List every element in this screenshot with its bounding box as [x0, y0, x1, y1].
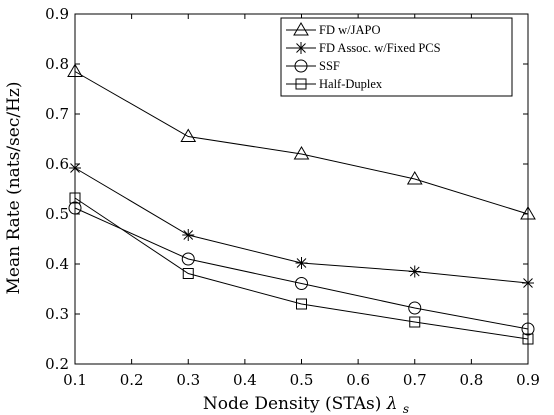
legend-label: Half-Duplex — [319, 77, 383, 91]
plot-area: 0.1 0.2 0.3 0.4 0.5 0.6 0.7 0.8 0.90.20.30.40.50… — [45, 5, 540, 389]
series-line — [74, 207, 529, 330]
x-axis-title-main: Node Density (STAs) — [203, 394, 387, 414]
data-point-triangle — [406, 171, 423, 185]
y-tick-label: 0.8 — [45, 55, 69, 73]
y-tick-label: 0.9 — [45, 5, 69, 23]
series-0 — [67, 63, 536, 220]
legend-item: FD w/JAPO — [286, 22, 380, 37]
data-point-triangle — [520, 206, 536, 220]
x-tick-label: 0.5 — [290, 371, 314, 389]
data-point-circle — [295, 277, 308, 290]
x-axis-title: Node Density (STAs) λ s — [203, 394, 409, 415]
legend-box — [280, 17, 513, 97]
y-tick-label: 0.4 — [45, 255, 69, 273]
data-point-circle — [294, 59, 308, 73]
data-point-circle — [181, 252, 195, 266]
x-tick-label: 0.4 — [233, 371, 257, 389]
y-tick-label: 0.6 — [45, 155, 69, 173]
series-line — [74, 197, 529, 340]
data-point-asterisk — [408, 265, 421, 278]
data-point-square — [69, 192, 81, 204]
y-tick-label: 0.3 — [45, 305, 69, 323]
legend-item: Half-Duplex — [286, 77, 383, 91]
x-axis-title-symbol: λ — [386, 394, 398, 414]
legend: FD w/JAPO FD Assoc. w/Fixed PCS SSF Half-Du… — [280, 17, 513, 97]
data-point-circle — [408, 301, 422, 315]
data-point-asterisk — [182, 229, 195, 241]
legend-item: SSF — [286, 59, 340, 73]
data-point-square — [522, 333, 534, 345]
x-tick-label: 0.9 — [516, 371, 540, 389]
data-point-square — [409, 316, 421, 328]
series-group — [67, 63, 536, 345]
series-2 — [68, 201, 535, 336]
data-point-asterisk — [295, 42, 307, 54]
data-point-asterisk — [522, 277, 534, 289]
data-point-triangle — [293, 22, 309, 36]
data-point-square — [182, 268, 194, 279]
data-point-circle — [521, 322, 535, 336]
data-point-triangle — [67, 63, 83, 77]
y-tick-label: 0.2 — [45, 355, 69, 373]
data-point-circle — [68, 201, 82, 215]
x-tick-label: 0.7 — [403, 371, 427, 389]
series-3 — [69, 192, 534, 345]
y-axis-title: Mean Rate (nats/sec/Hz) — [4, 81, 24, 294]
x-tick-label: 0.8 — [459, 371, 483, 389]
data-point-asterisk — [69, 162, 81, 174]
data-point-square — [296, 298, 307, 310]
y-tick-label: 0.5 — [45, 205, 69, 223]
legend-label: FD w/JAPO — [319, 23, 380, 37]
legend-label: SSF — [319, 59, 340, 73]
x-axis-title-subscript: s — [403, 402, 409, 415]
x-tick-label: 0.1 — [63, 371, 87, 389]
y-tick-label: 0.7 — [45, 105, 69, 123]
x-tick-label: 0.6 — [346, 371, 370, 389]
data-point-asterisk — [295, 257, 308, 269]
series-line — [74, 71, 529, 215]
series-1 — [69, 162, 534, 289]
x-tick-label: 0.3 — [176, 371, 200, 389]
data-point-triangle — [180, 128, 197, 142]
x-tick-label: 0.2 — [120, 371, 144, 389]
legend-item: FD Assoc. w/Fixed PCS — [286, 41, 441, 55]
data-point-square — [295, 78, 307, 90]
data-point-triangle — [293, 146, 310, 160]
legend-label: FD Assoc. w/Fixed PCS — [319, 41, 441, 55]
